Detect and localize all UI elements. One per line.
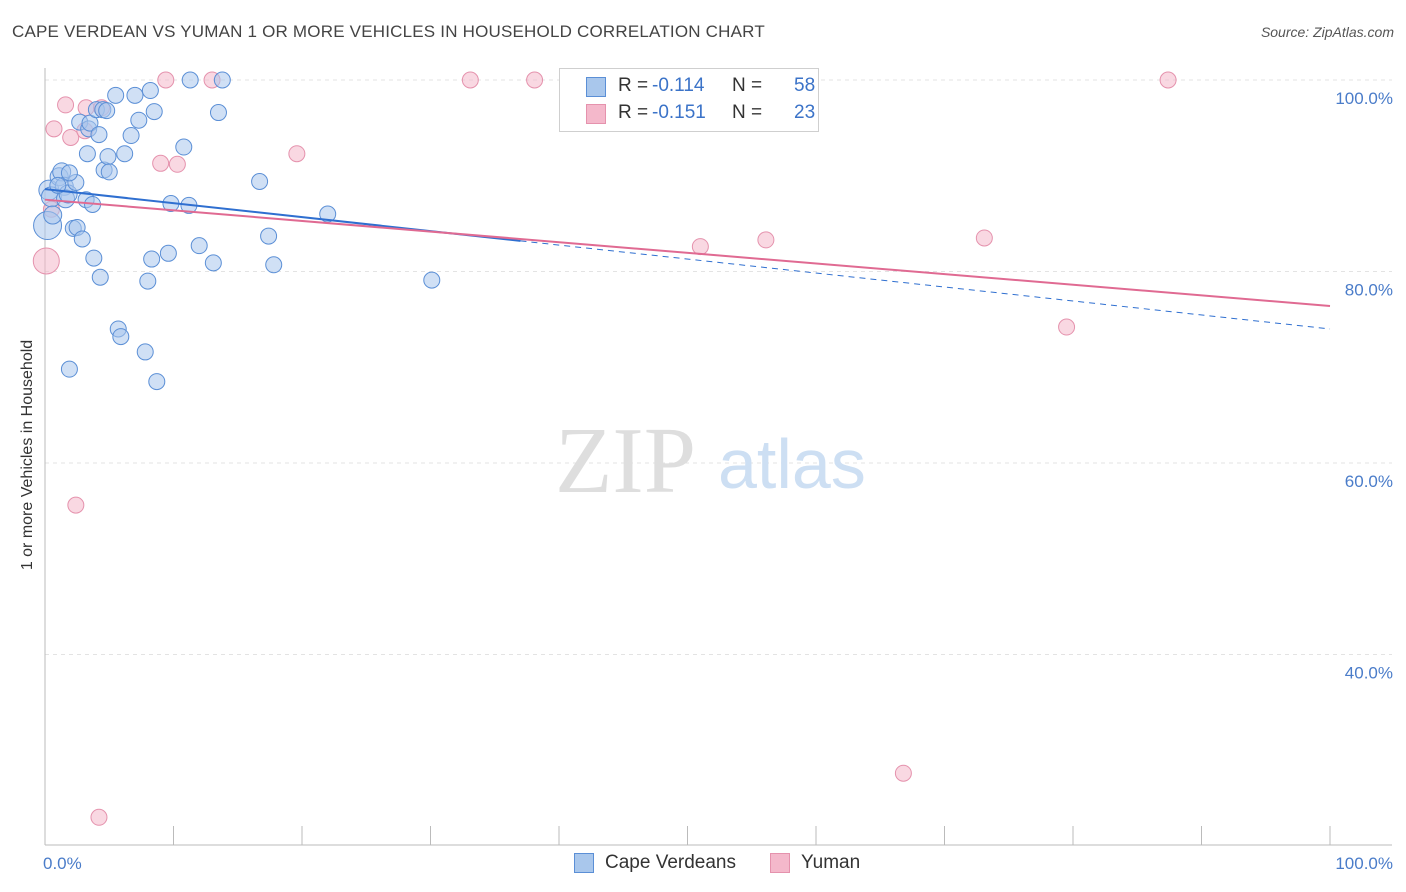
axis-layer <box>44 68 1392 846</box>
cape-verdean-point <box>251 172 269 190</box>
cape-verdean-point <box>60 360 78 378</box>
correlation-legend: R = -0.114 N = 58 R = -0.151 N = 23 <box>559 68 819 132</box>
watermark: ZIP atlas <box>555 409 866 513</box>
source-label: Source: ZipAtlas.com <box>1260 24 1394 40</box>
cape-verdean-point <box>190 237 208 255</box>
cape-verdean-point <box>148 373 166 391</box>
y-tick-label: 60.0% <box>1345 472 1393 491</box>
cape-verdean-point <box>159 244 177 262</box>
watermark-atlas: atlas <box>718 425 866 503</box>
y-tick-label: 100.0% <box>1335 89 1393 108</box>
yuman-point <box>168 155 186 173</box>
cape-verdean-point <box>143 250 161 268</box>
cape-verdean-point <box>181 71 199 89</box>
watermark-zip: ZIP <box>555 409 696 513</box>
cape-verdean-point <box>85 249 103 267</box>
cape-verdean-point <box>78 145 96 163</box>
cape-verdean-trendline-extension <box>520 240 1331 330</box>
cape-verdean-point <box>126 86 144 104</box>
yuman-trendline <box>44 198 1331 307</box>
yuman-swatch <box>770 853 790 873</box>
yuman-point <box>1058 318 1076 336</box>
legend-r-label: R = <box>618 102 649 123</box>
cape-verdean-point <box>209 104 227 122</box>
cape-verdean-point <box>91 268 109 286</box>
cape-verdean-point <box>100 163 118 181</box>
legend-r-label: R = <box>618 75 649 96</box>
cape-verdean-point <box>130 111 148 129</box>
cape-verdean-point <box>139 272 157 290</box>
legend-n-label: N = <box>732 102 763 123</box>
legend-r-value: -0.114 <box>652 75 705 96</box>
cape-verdean-point <box>107 86 125 104</box>
yuman-point <box>526 71 544 89</box>
yuman-point <box>90 808 108 826</box>
yuman-point <box>32 247 60 275</box>
yuman-point <box>975 229 993 247</box>
yuman-point <box>67 496 85 514</box>
yuman-point <box>691 238 709 256</box>
cape-verdean-point <box>175 138 193 156</box>
legend-n-value: 58 <box>794 75 816 96</box>
y-tick-label: 40.0% <box>1345 664 1393 683</box>
cape-verdean-point <box>90 126 108 144</box>
yuman-point <box>57 96 75 114</box>
yuman-point <box>62 128 80 146</box>
cape-verdean-point <box>204 254 222 272</box>
chart-title: CAPE VERDEAN VS YUMAN 1 OR MORE VEHICLES… <box>12 22 765 41</box>
cape-verdean-point <box>116 145 134 163</box>
cape-verdeans-swatch <box>574 853 594 873</box>
cape-verdean-point <box>98 102 116 120</box>
cape-verdean-point <box>265 256 283 274</box>
yuman-swatch <box>586 104 606 124</box>
tick-labels: 100.0% 80.0% 60.0% 40.0% 0.0% 100.0% <box>43 89 1393 873</box>
yuman-point <box>894 764 912 782</box>
cape-verdeans-swatch <box>586 77 606 97</box>
yuman-point <box>45 120 63 138</box>
yuman-point <box>288 145 306 163</box>
x-tick-label: 0.0% <box>43 854 82 873</box>
cape-verdean-point <box>319 205 337 223</box>
cape-verdean-point <box>136 343 154 361</box>
cape-verdean-point <box>73 230 91 248</box>
yuman-point <box>757 231 775 249</box>
cape-verdean-point <box>60 164 78 182</box>
trend-layer <box>44 188 1331 330</box>
yuman-point <box>461 71 479 89</box>
y-tick-label: 80.0% <box>1345 281 1393 300</box>
yuman-point <box>1159 71 1177 89</box>
cape-verdean-point <box>423 271 441 289</box>
grid-layer <box>45 79 1392 655</box>
cape-verdean-point <box>112 328 130 346</box>
cape-verdean-point <box>99 148 117 166</box>
cape-verdean-point <box>213 71 231 89</box>
yuman-point <box>157 71 175 89</box>
cape-verdean-point <box>145 103 163 121</box>
legend-n-value: 23 <box>794 102 816 123</box>
legend-label: Cape Verdeans <box>605 852 736 873</box>
yuman-point <box>152 154 170 172</box>
legend-label: Yuman <box>801 852 861 873</box>
legend-n-label: N = <box>732 75 763 96</box>
cape-verdean-point <box>122 127 140 145</box>
cape-verdean-point <box>141 82 159 100</box>
legend-r-value: -0.151 <box>652 102 706 123</box>
x-tick-label: 100.0% <box>1335 854 1393 873</box>
cape-verdean-point <box>43 205 63 225</box>
cape-verdean-point <box>260 227 278 245</box>
